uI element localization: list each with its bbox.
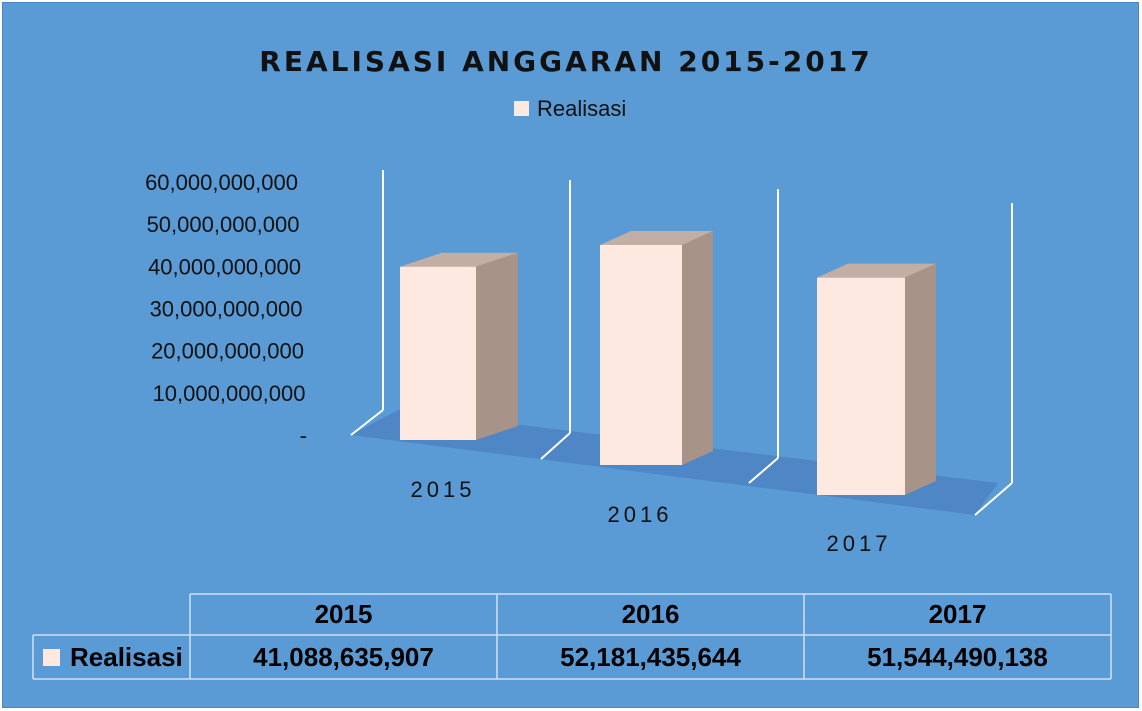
y-tick-label: -	[300, 423, 307, 448]
x-tick-label: 2016	[608, 502, 673, 527]
bars	[400, 230, 936, 495]
x-axis: 2015 2016 2017	[411, 477, 892, 556]
y-tick-label: 40,000,000,000	[148, 254, 301, 279]
bar-side-face	[905, 263, 936, 495]
y-axis: - 10,000,000,000 20,000,000,000 30,000,000,…	[145, 170, 307, 448]
legend-swatch	[514, 101, 529, 116]
table-header-cell: 2017	[929, 599, 987, 629]
table-value-cell: 41,088,635,907	[253, 642, 434, 672]
y-tick-label: 20,000,000,000	[151, 339, 304, 364]
floor-edge-line	[540, 432, 571, 460]
bar-front-face	[600, 244, 682, 465]
table-legend-swatch	[43, 649, 60, 666]
bar-chart-3d: REALISASI ANGGARAN 2015-2017 Realisasi -…	[32, 45, 1112, 680]
y-tick-label: 30,000,000,000	[150, 297, 303, 322]
data-table: 2015 41,088,635,907 2016 52,181,435,644 2017…	[32, 593, 1112, 680]
bar-2016	[600, 230, 713, 465]
y-tick-label: 60,000,000,000	[145, 170, 298, 195]
table-value-cell: 51,544,490,138	[867, 642, 1048, 672]
legend: Realisasi	[514, 96, 626, 121]
bar-side-face	[476, 252, 518, 440]
bar-top-face	[600, 230, 713, 245]
x-tick-label: 2017	[827, 531, 892, 556]
legend-label: Realisasi	[537, 96, 626, 121]
table-header-cell: 2015	[315, 599, 373, 629]
bar-front-face	[817, 277, 905, 495]
floor-edge-line	[748, 457, 779, 484]
floor-edge-line	[350, 409, 384, 436]
table-value-cell: 52,181,435,644	[560, 642, 741, 672]
y-tick-label: 10,000,000,000	[153, 381, 306, 406]
table-series-label: Realisasi	[70, 642, 183, 672]
bar-2015	[400, 252, 518, 440]
bar-side-face	[682, 230, 713, 465]
bar-2017	[817, 263, 936, 495]
chart-title: REALISASI ANGGARAN 2015-2017	[259, 45, 872, 78]
plot-walls	[350, 170, 1013, 516]
bar-front-face	[400, 266, 476, 440]
x-tick-label: 2015	[411, 477, 476, 502]
floor-edge-line	[974, 482, 1013, 516]
y-tick-label: 50,000,000,000	[147, 212, 300, 237]
bar-top-face	[400, 252, 518, 267]
bar-top-face	[817, 263, 936, 278]
table-header-cell: 2016	[622, 599, 680, 629]
